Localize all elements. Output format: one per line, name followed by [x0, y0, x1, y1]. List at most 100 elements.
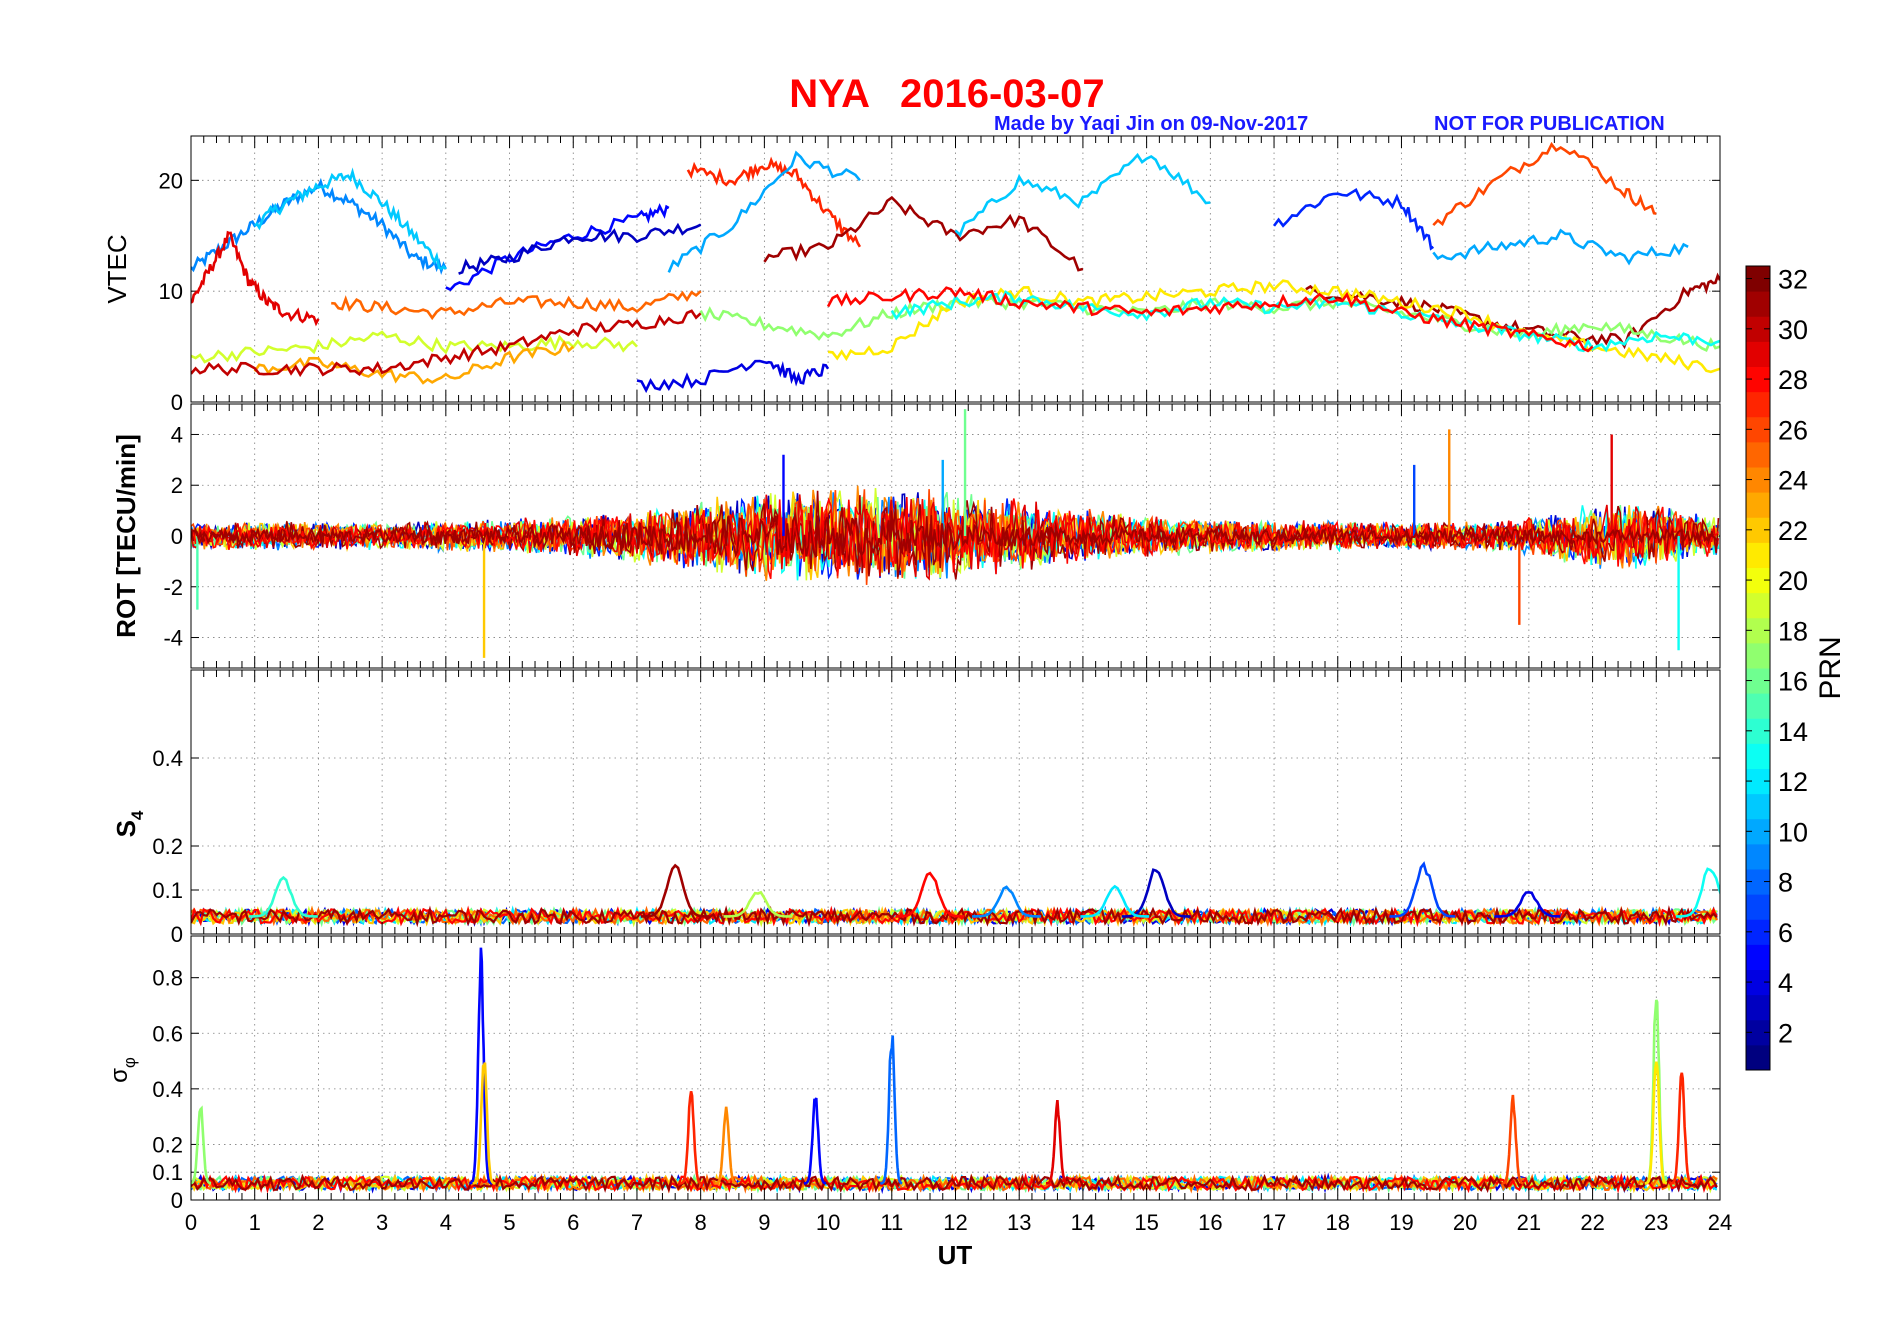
vtec-series-prn27 [686, 156, 862, 248]
s4-peak-prn4 [1494, 890, 1561, 918]
colorbar-swatch-prn27 [1746, 391, 1770, 418]
x-tick-label: 17 [1262, 1210, 1286, 1235]
vtec-series-prn5 [445, 203, 670, 292]
y-axis-label: S4 [111, 810, 147, 837]
vtec-series-prn31 [763, 195, 1084, 272]
y-axis-label-sub: 4 [128, 810, 147, 820]
rot-series-prn31-front [191, 512, 1719, 558]
sigma_phi-peak-prn22 [472, 1062, 496, 1185]
data-sigma_phi [191, 947, 1718, 1195]
panel-frame [190, 135, 1721, 403]
s4-peak-prn14 [249, 875, 318, 918]
vtec-series-prn30 [191, 309, 702, 378]
y-tick-label: 0 [171, 1188, 183, 1213]
sigma_phi-peak-prn17 [1644, 999, 1668, 1185]
x-tick-label: 3 [376, 1210, 388, 1235]
colorbar-tick-label: 12 [1778, 767, 1808, 797]
data-rot [191, 409, 1720, 658]
x-tick-label: 4 [440, 1210, 452, 1235]
colorbar-tick-label: 32 [1778, 265, 1808, 295]
x-tick-label: 7 [631, 1210, 643, 1235]
x-tick-label: 0 [185, 1210, 197, 1235]
colorbar-label: PRN [1814, 636, 1847, 699]
colorbar-tick-label: 20 [1778, 566, 1808, 596]
vtec-series-prn10 [1432, 228, 1689, 266]
vtec-series-prn6 [1272, 188, 1435, 251]
y-tick-label: 10 [159, 279, 183, 304]
colorbar-swatch-prn17 [1746, 642, 1770, 669]
y-tick-label: -2 [163, 575, 183, 600]
panel-frame [190, 669, 1721, 935]
y-tick-label: 0 [171, 390, 183, 415]
vtec-series-prn29 [191, 230, 320, 327]
s4-peak-prn31 [640, 863, 710, 918]
colorbar-tick-label: 28 [1778, 365, 1808, 395]
y-tick-label: 0 [171, 922, 183, 947]
vtec-series-prn10 [667, 150, 861, 273]
s4-peak-prn3 [1121, 868, 1191, 918]
y-tick-label: 0.1 [152, 1160, 183, 1185]
colorbar-swatch-prn25 [1746, 441, 1770, 468]
colorbar-swatch-prn23 [1746, 492, 1770, 518]
y-tick-label: 0.8 [152, 966, 183, 991]
x-tick-label: 14 [1071, 1210, 1095, 1235]
sigma_phi-peak-prn8 [880, 1035, 903, 1185]
y-tick-label: 0.1 [152, 878, 183, 903]
vtec-series-prn31 [1305, 272, 1720, 350]
colorbar-tick-label: 2 [1778, 1018, 1793, 1048]
colorbar-swatch-prn11 [1746, 793, 1770, 820]
x-tick-label: 19 [1389, 1210, 1413, 1235]
colorbar-swatch-prn29 [1746, 341, 1770, 367]
panel-frame [190, 403, 1721, 669]
colorbar-tick-label: 4 [1778, 968, 1793, 998]
chart-title-station: NYA [789, 72, 870, 116]
x-tick-label: 23 [1644, 1210, 1668, 1235]
vtec-series-prn28 [826, 286, 1594, 353]
x-tick-label: 6 [567, 1210, 579, 1235]
sigma_phi-peak-prn17 [191, 1105, 212, 1185]
x-tick-label: 10 [816, 1210, 840, 1235]
y-tick-label: 0.4 [152, 1077, 183, 1102]
sigma_phi-series-prn31 [191, 1173, 1718, 1193]
colorbar-swatch-prn21 [1746, 542, 1770, 568]
x-tick-label: 24 [1708, 1210, 1732, 1235]
x-tick-label: 18 [1326, 1210, 1350, 1235]
panel-frame [190, 935, 1721, 1201]
x-tick-label: 20 [1453, 1210, 1477, 1235]
y-tick-label: 0.2 [152, 834, 183, 859]
colorbar-swatch-prn1 [1746, 1044, 1770, 1071]
s4-peak-prn18 [723, 890, 793, 918]
colorbar-swatch-prn15 [1746, 693, 1770, 719]
colorbar-tick-label: 18 [1778, 616, 1808, 646]
y-axis-label: σφ [106, 1057, 139, 1083]
colorbar-tick-label: 30 [1778, 315, 1808, 345]
colorbar-tick-label: 26 [1778, 415, 1808, 445]
y-axis-label-sub: φ [120, 1057, 139, 1068]
colorbar-swatch-prn31 [1746, 291, 1770, 317]
colorbar-swatch-prn7 [1746, 894, 1770, 920]
colorbar-swatch-prn3 [1746, 994, 1770, 1021]
y-tick-label: 4 [171, 422, 183, 447]
vtec-series-prn25 [331, 290, 702, 321]
s4-peak-prn7 [1389, 861, 1456, 918]
y-tick-label: -4 [163, 626, 183, 651]
sigma_phi-peak-prn26 [1501, 1094, 1524, 1185]
x-tick-label: 21 [1517, 1210, 1541, 1235]
panel-rot: -4 -2 0 2 4 ROT [TECU/min] [111, 403, 1721, 669]
y-tick-label: 0.2 [152, 1132, 183, 1157]
data-vtec [191, 141, 1720, 394]
vtec-series-prn19 [191, 330, 638, 364]
s4-peak-prn9 [972, 885, 1041, 918]
colorbar-tick-label: 22 [1778, 516, 1808, 546]
y-tick-label: 20 [159, 168, 183, 193]
chart-title-date: 2016-03-07 [900, 72, 1105, 116]
colorbar-tick-label: 16 [1778, 667, 1808, 697]
x-tick-label: 16 [1198, 1210, 1222, 1235]
x-tick-label: 15 [1134, 1210, 1158, 1235]
data-s4 [191, 861, 1720, 928]
colorbar-tick-label: 24 [1778, 466, 1808, 496]
